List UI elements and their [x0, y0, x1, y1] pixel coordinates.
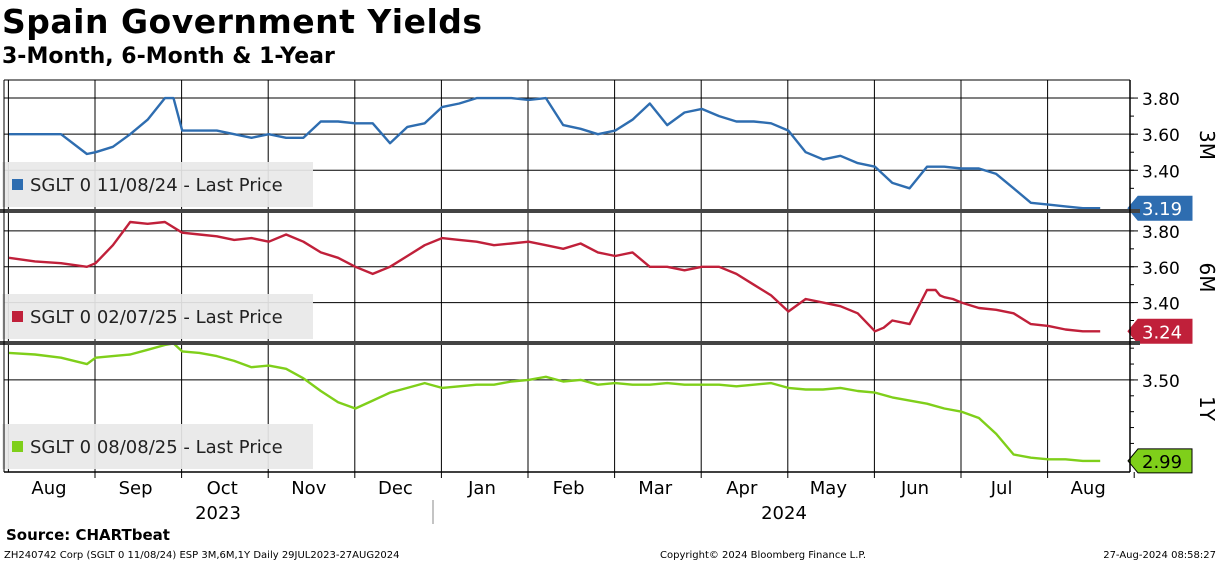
y-tick-label: 3.60: [1142, 126, 1180, 146]
series-line-3m: [9, 96, 1101, 210]
x-tick-label: Aug: [31, 478, 66, 499]
legend-swatch: [12, 311, 23, 322]
panel-separator: [0, 341, 1140, 345]
panel-label: 6M: [1195, 263, 1219, 293]
panel-label: 3M: [1195, 130, 1219, 160]
x-tick-label: Jul: [990, 478, 1013, 499]
legend-swatch: [12, 441, 23, 452]
last-value-label: 2.99: [1142, 452, 1182, 473]
y-tick-label: 3.50: [1142, 372, 1180, 392]
y-tick-label: 3.40: [1142, 295, 1180, 315]
x-tick-label: Mar: [638, 478, 673, 499]
x-tick-label: May: [810, 478, 848, 499]
chart-title: Spain Government Yields: [2, 2, 483, 41]
x-tick-label: Oct: [207, 478, 238, 499]
legend-label: SGLT 0 11/08/24 - Last Price: [30, 175, 283, 196]
x-tick-label: Feb: [553, 478, 585, 499]
series-line-6m: [8, 220, 1101, 333]
legend-box: [2, 162, 313, 207]
x-axis-labels: Aug Sep Oct Nov Dec Jan Feb Mar Apr May Jun Jul Aug 2…: [31, 472, 1135, 524]
x-tick-label: Sep: [119, 478, 153, 499]
series-line-1y: [8, 342, 1101, 463]
x-tick-label: Dec: [378, 478, 413, 499]
y-tick-label: 3.60: [1142, 259, 1180, 279]
legend-box: [2, 294, 313, 339]
panel-label: 1Y: [1195, 396, 1219, 422]
y-tick-label: 3.80: [1142, 90, 1180, 110]
legend-label: SGLT 0 02/07/25 - Last Price: [30, 307, 283, 328]
legend-swatch: [12, 179, 23, 190]
year-label-2024: 2024: [761, 503, 807, 524]
year-label-2023: 2023: [195, 503, 241, 524]
x-tick-label: Jan: [467, 478, 496, 499]
last-value-label: 3.24: [1142, 322, 1182, 343]
legend-label: SGLT 0 08/08/25 - Last Price: [30, 437, 283, 458]
last-value-label: 3.19: [1142, 199, 1182, 220]
footer-timestamp: 27-Aug-2024 08:58:27: [1103, 550, 1216, 561]
y-tick-label: 3.80: [1142, 223, 1180, 243]
source-label: Source: CHARTbeat: [6, 526, 170, 544]
x-tick-label: Apr: [726, 478, 758, 499]
month-gridlines: [7, 80, 1049, 472]
y-tick-label: 3.40: [1142, 162, 1180, 182]
x-tick-label: Aug: [1071, 478, 1106, 499]
legend-box: [2, 424, 313, 469]
panel-1y: 3.50 SGLT 0 08/08/25 - Last Price 2.99 1Y: [2, 342, 1219, 474]
footer-copyright: Copyright© 2024 Bloomberg Finance L.P.: [660, 550, 867, 561]
chart-subtitle: 3-Month, 6-Month & 1-Year: [2, 44, 335, 69]
panel-separator: [0, 209, 1140, 213]
x-tick-label: Jun: [900, 478, 929, 499]
x-tick-label: Nov: [291, 478, 326, 499]
panel-6m: 3.40 3.60 3.80 SGLT 0 02/07/25 - Last Price…: [2, 220, 1219, 344]
panel-3m: 3.40 3.60 3.80 SGLT 0 11/08/24 - Last Price…: [2, 90, 1219, 221]
footer-ticker-info: ZH240742 Corp (SGLT 0 11/08/24) ESP 3M,6…: [4, 550, 400, 561]
